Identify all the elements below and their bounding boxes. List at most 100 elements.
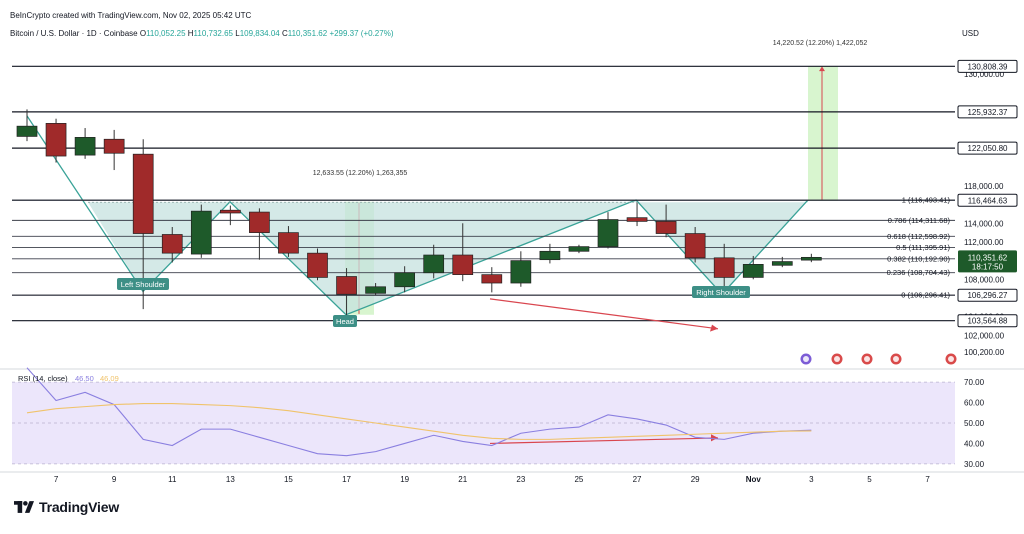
symbol-title: Bitcoin / U.S. Dollar · 1D · Coinbase (10, 29, 138, 38)
close-value: 110,351.62 (287, 29, 328, 38)
candle-up (771, 256, 793, 268)
candle-up (510, 251, 532, 287)
price-divergence-arrow (489, 298, 719, 330)
event-icon-dot (948, 356, 954, 362)
currency-label: USD (962, 29, 979, 38)
rsi-tick: 40.00 (964, 439, 985, 448)
price-divergence-arrow-head (710, 324, 718, 332)
candle-body (394, 272, 415, 288)
candle-down (626, 202, 648, 227)
level-price-box (957, 141, 1018, 155)
fib-label: 0.786 (114,311.68) (888, 216, 951, 225)
time-tick: 7 (54, 475, 59, 484)
pattern-label-bg (692, 286, 750, 298)
level-price-box (957, 105, 1018, 119)
close-label: C (281, 29, 288, 38)
candle-up (423, 244, 445, 279)
rsi-tick: 70.00 (964, 378, 985, 387)
rsi-band (12, 382, 955, 464)
fib-label: 1 (116,493.41) (902, 195, 951, 204)
economic-event-icon (945, 353, 957, 365)
price-tick: 102,000.00 (964, 331, 1005, 340)
candle-down (655, 204, 677, 238)
time-tick: 9 (112, 475, 117, 484)
candle-down (452, 223, 474, 282)
candle-body (655, 221, 677, 234)
candle-up (394, 266, 415, 293)
candle-body (713, 257, 735, 278)
event-icon-dot (834, 356, 840, 362)
tradingview-logo[interactable]: TradingView (14, 499, 119, 515)
level-price-box (957, 288, 1018, 302)
open-label: O (139, 29, 147, 38)
candle-body (452, 254, 474, 275)
level-price-box (957, 314, 1018, 328)
ohlc-legend: Bitcoin / U.S. Dollar · 1D · Coinbase O1… (10, 29, 393, 38)
time-tick: 3 (809, 475, 814, 484)
candle-up (742, 255, 764, 280)
rsi-tick: 30.00 (964, 460, 985, 469)
rsi-tick: 50.00 (964, 419, 985, 428)
price-tick: 112,000.00 (964, 238, 1004, 247)
change-value: +299.37 (+0.27%) (329, 29, 394, 38)
event-icon-dot (893, 356, 899, 362)
target-measure-label: 14,220.52 (12.20%) 1,422,052 (773, 40, 868, 47)
target-arrow-head (819, 66, 825, 72)
candle-body (161, 234, 183, 254)
candle-body (510, 260, 532, 284)
candle-up (16, 109, 38, 142)
candle-body (568, 246, 590, 252)
time-tick: 19 (400, 475, 409, 484)
fib-label: 0.382 (110,192.90) (887, 254, 950, 263)
candle-body (336, 276, 357, 295)
price-tick: 118,000.00 (964, 182, 1004, 191)
level-price-label: 130,808.39 (967, 62, 1008, 71)
fib-label: 0.5 (111,395.91) (896, 243, 950, 252)
candle-body (800, 256, 822, 261)
candle-down (278, 226, 299, 257)
time-tick: 13 (226, 475, 235, 484)
candle-up (74, 128, 96, 159)
candle-body (481, 274, 503, 284)
candle-body (539, 250, 561, 261)
candle-body (103, 138, 125, 154)
candle-up (568, 244, 590, 254)
price-tick: 100,200.00 (964, 348, 1005, 357)
pattern-label-text: Head (336, 317, 354, 326)
tradingview-logo-text: TradingView (39, 499, 120, 515)
head-measure-label: 12,633.55 (12.20%) 1,263,355 (313, 170, 408, 177)
tradingview-logo-icon (14, 501, 34, 513)
time-tick: Nov (746, 475, 762, 484)
time-tick: 21 (458, 475, 467, 484)
level-price-box (957, 193, 1018, 207)
time-tick: 27 (633, 475, 642, 484)
candle-body (16, 125, 38, 137)
candle-down (220, 205, 241, 226)
pattern-label: Right Shoulder (692, 286, 750, 298)
rsi-divergence-arrow (489, 437, 719, 445)
candle-body (365, 286, 386, 294)
candle-body (132, 153, 154, 234)
time-tick: 23 (516, 475, 525, 484)
candle-body (771, 261, 793, 266)
target-measure-box (808, 66, 838, 201)
candle-body (74, 137, 96, 156)
level-price-label: 122,050.80 (967, 144, 1008, 153)
candle-up (597, 212, 619, 249)
rsi-value: 46.50 (75, 374, 94, 383)
time-tick: 5 (867, 475, 872, 484)
pattern-label: Left Shoulder (117, 278, 169, 290)
level-price-label: 116,464.63 (968, 196, 1008, 205)
candle-down (45, 118, 67, 163)
event-icon-dot (864, 356, 870, 362)
economic-event-icon (861, 353, 873, 365)
current-price-label: 110,351.62 (968, 253, 1008, 262)
candle-down (307, 248, 328, 281)
candle-up (539, 243, 561, 264)
fib-label: 0.618 (112,598.92) (887, 232, 950, 241)
low-value: 109,834.04 (239, 29, 280, 38)
high-value: 110,732.65 (193, 29, 233, 38)
open-value: 110,052.25 (146, 29, 186, 38)
level-price-label: 103,564.88 (967, 317, 1008, 326)
